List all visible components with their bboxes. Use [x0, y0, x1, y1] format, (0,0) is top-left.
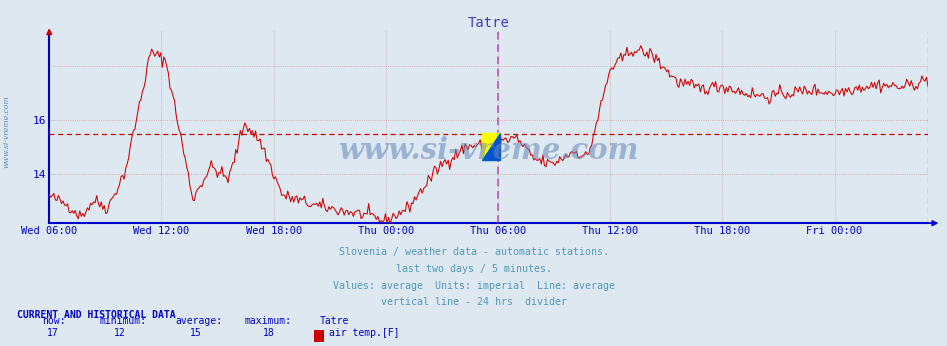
Text: minimum:: minimum:: [99, 316, 147, 326]
Text: www.si-vreme.com: www.si-vreme.com: [338, 136, 639, 165]
Text: CURRENT AND HISTORICAL DATA: CURRENT AND HISTORICAL DATA: [17, 310, 176, 320]
Text: 17: 17: [47, 328, 59, 338]
Text: 15: 15: [189, 328, 201, 338]
Text: www.si-vreme.com: www.si-vreme.com: [3, 95, 10, 168]
Text: maximum:: maximum:: [244, 316, 292, 326]
Text: last two days / 5 minutes.: last two days / 5 minutes.: [396, 264, 551, 274]
Text: 18: 18: [263, 328, 275, 338]
Title: Tatre: Tatre: [468, 16, 509, 30]
Polygon shape: [482, 133, 500, 160]
Polygon shape: [482, 133, 500, 160]
Text: now:: now:: [43, 316, 66, 326]
Text: Values: average  Units: imperial  Line: average: Values: average Units: imperial Line: av…: [332, 281, 615, 291]
Text: 12: 12: [114, 328, 125, 338]
Text: vertical line - 24 hrs  divider: vertical line - 24 hrs divider: [381, 297, 566, 307]
Text: average:: average:: [175, 316, 223, 326]
Text: Slovenia / weather data - automatic stations.: Slovenia / weather data - automatic stat…: [338, 247, 609, 257]
Text: Tatre: Tatre: [320, 316, 349, 326]
Text: air temp.[F]: air temp.[F]: [329, 328, 399, 338]
